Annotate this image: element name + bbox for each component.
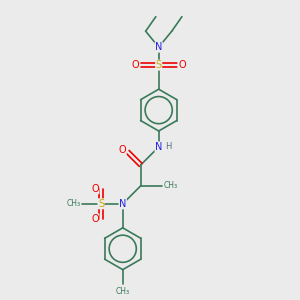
Text: O: O — [92, 214, 99, 224]
Text: CH₃: CH₃ — [116, 287, 130, 296]
Text: N: N — [155, 42, 162, 52]
Text: S: S — [98, 199, 104, 209]
Text: CH₃: CH₃ — [164, 181, 178, 190]
Text: O: O — [132, 60, 139, 70]
Text: O: O — [118, 145, 126, 154]
Text: O: O — [92, 184, 99, 194]
Text: S: S — [156, 60, 162, 70]
Text: CH₃: CH₃ — [67, 199, 81, 208]
Text: H: H — [165, 142, 172, 152]
Text: N: N — [155, 142, 162, 152]
Text: O: O — [178, 60, 186, 70]
Text: N: N — [119, 199, 126, 209]
